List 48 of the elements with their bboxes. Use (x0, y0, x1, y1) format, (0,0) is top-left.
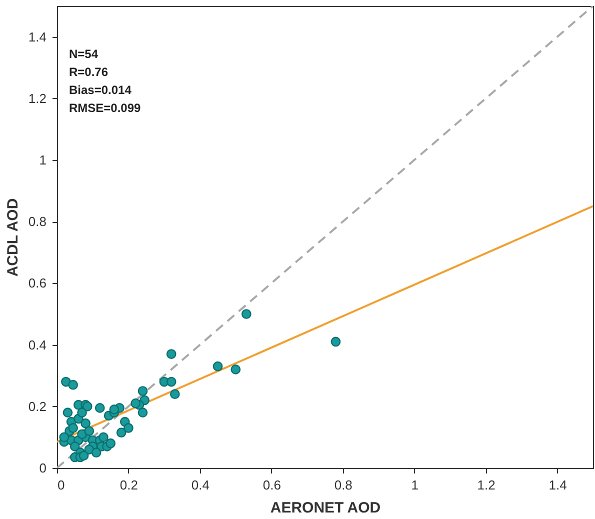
point (94, 403, 105, 413)
point (84, 426, 94, 436)
point (170, 389, 180, 399)
y-tick-label: 1 (39, 152, 46, 168)
y-tick-label: 0.2 (28, 398, 46, 414)
point (62, 408, 73, 418)
point (106, 438, 116, 448)
point (91, 448, 102, 458)
point (166, 349, 176, 359)
point (70, 442, 80, 452)
point (330, 336, 341, 347)
point (138, 386, 148, 396)
x-tick-label: 0.8 (334, 478, 352, 492)
point (166, 376, 176, 387)
x-tick-label: 1.4 (548, 478, 567, 492)
y-tick-label: 0.8 (28, 214, 46, 230)
point (212, 361, 223, 372)
point (124, 423, 134, 433)
point (138, 408, 148, 418)
x-tick-label: 1 (411, 478, 418, 492)
annotation: Bias=0.014 (69, 83, 132, 97)
point (241, 309, 252, 319)
point (80, 418, 91, 428)
point (130, 398, 141, 408)
x-tick-label: 0.6 (262, 478, 281, 492)
y-tick-label: 0.6 (28, 276, 46, 291)
x-tick-label: 0 (58, 478, 65, 492)
x-tick-label: 1.2 (477, 478, 496, 492)
x-tick-label: 0.2 (120, 478, 138, 492)
annotation: R=0.76 (69, 65, 108, 79)
x-axis-title: AERONET AOD (270, 500, 381, 516)
point (68, 380, 78, 390)
annotation: RMSE=0.099 (69, 101, 142, 115)
y-tick-label: 1.2 (28, 90, 46, 106)
point (59, 432, 70, 442)
point (116, 428, 126, 438)
point (109, 404, 120, 414)
point (68, 423, 78, 433)
x-tick-label: 0.4 (191, 478, 210, 492)
y-tick-label: 0 (39, 460, 46, 476)
point (78, 450, 89, 461)
point (98, 432, 108, 442)
y-axis-title: ACDL AOD (4, 198, 22, 277)
y-tick-label: 1.4 (28, 29, 46, 44)
y-tick-label: 0.4 (28, 337, 46, 352)
annotation: N=54 (69, 47, 98, 61)
point (230, 364, 241, 374)
point (77, 408, 87, 418)
